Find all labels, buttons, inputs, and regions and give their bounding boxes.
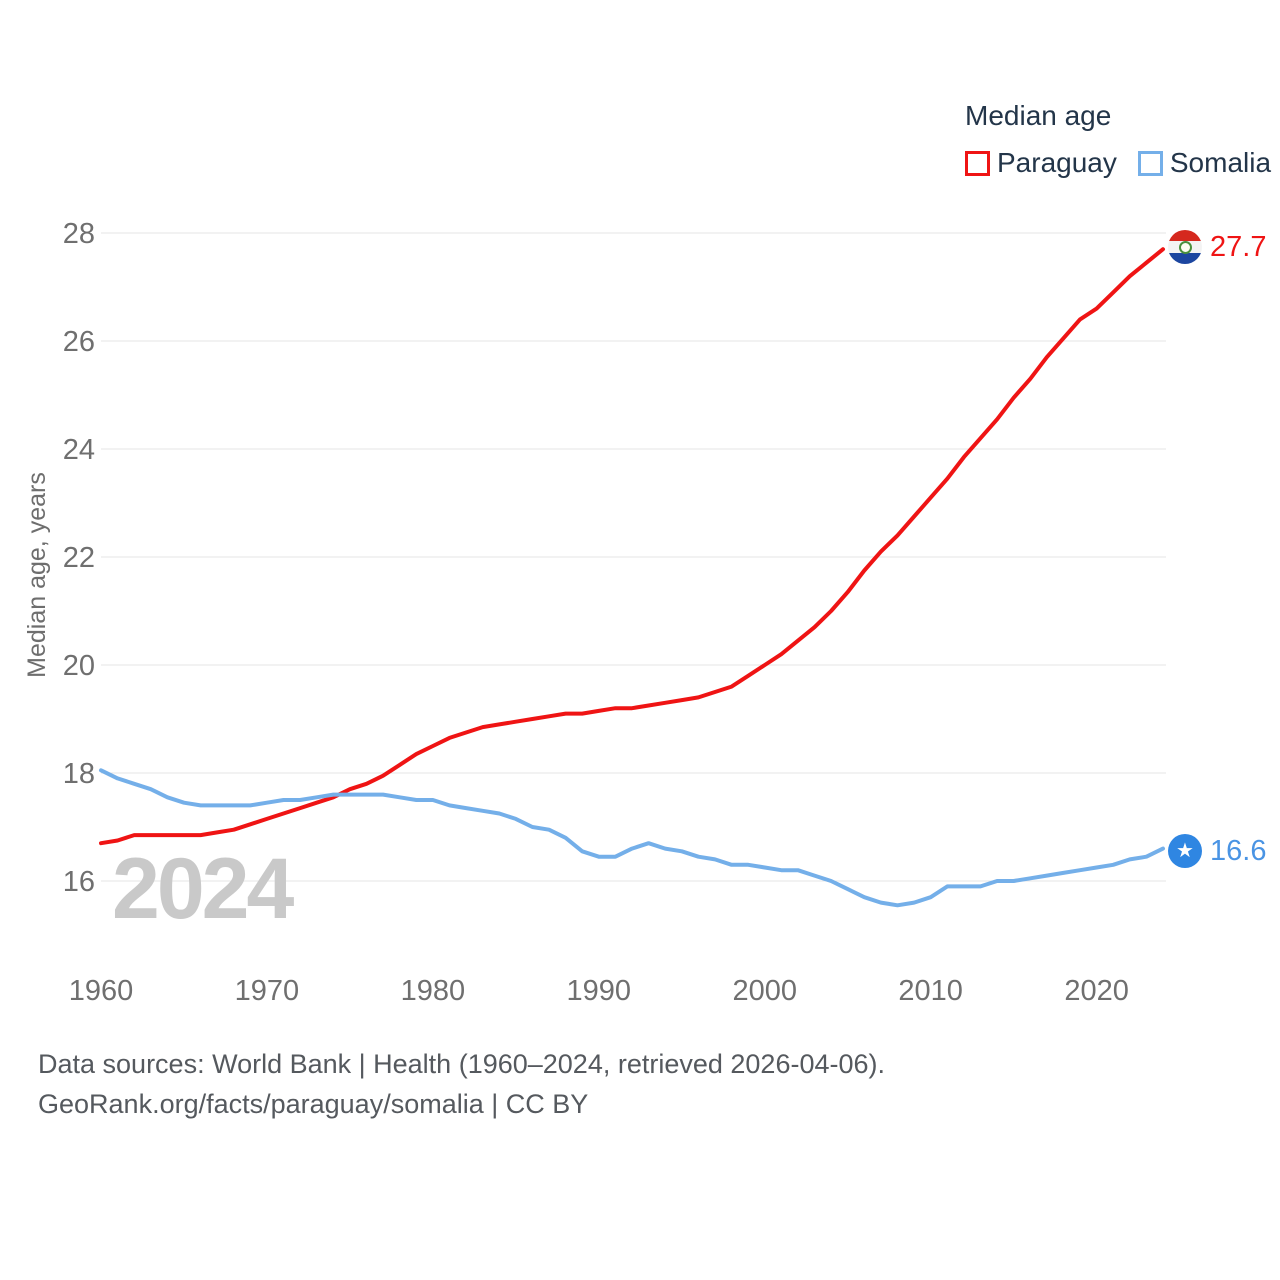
paraguay-end-value: 27.7 <box>1210 230 1267 263</box>
legend-item-paraguay[interactable]: Paraguay <box>965 147 1117 179</box>
y-axis-title: Median age, years <box>23 472 51 678</box>
legend-items: Paraguay Somalia <box>965 147 1271 179</box>
series-line-somalia <box>99 768 1165 908</box>
x-tick-label: 1960 <box>69 975 134 1007</box>
somalia-end-value: 16.6 <box>1210 834 1267 867</box>
y-tick-label: 20 <box>63 650 95 682</box>
somalia-end-label: ★ 16.6 <box>1168 834 1266 868</box>
y-tick-label: 24 <box>63 434 95 466</box>
x-tick-label: 2000 <box>732 975 797 1007</box>
x-tick-label: 1980 <box>401 975 466 1007</box>
series-line-paraguay <box>99 247 1165 846</box>
legend: Median age Paraguay Somalia <box>965 100 1271 179</box>
y-tick-label: 22 <box>63 542 95 574</box>
x-tick-label: 2010 <box>898 975 963 1007</box>
somalia-flag-icon: ★ <box>1168 834 1202 868</box>
x-tick-label: 1970 <box>235 975 300 1007</box>
paraguay-end-label: 27.7 <box>1168 230 1266 264</box>
y-tick-label: 26 <box>63 326 95 358</box>
x-tick-label: 1990 <box>567 975 632 1007</box>
y-tick-label: 28 <box>63 218 95 250</box>
paraguay-flag-icon <box>1168 230 1202 264</box>
y-tick-label: 16 <box>63 866 95 898</box>
y-tick-label: 18 <box>63 758 95 790</box>
paraguay-flag-emblem-icon <box>1178 240 1192 254</box>
somalia-swatch-icon <box>1137 150 1163 176</box>
legend-title: Median age <box>965 100 1112 131</box>
legend-label-somalia: Somalia <box>1169 147 1272 178</box>
x-tick-label: 2020 <box>1064 975 1129 1007</box>
footer-attribution: GeoRank.org/facts/paraguay/somalia | CC … <box>38 1089 589 1119</box>
footer: Data sources: World Bank | Health (1960–… <box>38 1044 885 1124</box>
legend-label-paraguay: Paraguay <box>997 147 1117 178</box>
paraguay-swatch-icon <box>965 150 990 176</box>
legend-item-somalia[interactable]: Somalia <box>1137 147 1272 179</box>
footer-data-sources: Data sources: World Bank | Health (1960–… <box>38 1049 885 1079</box>
somalia-star-icon: ★ <box>1176 840 1194 862</box>
